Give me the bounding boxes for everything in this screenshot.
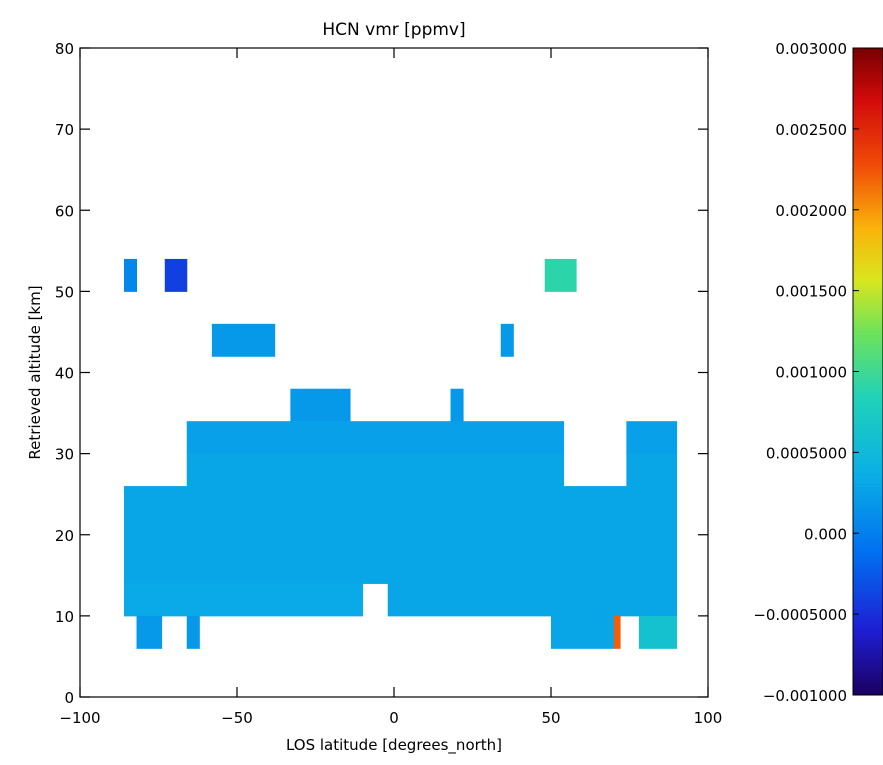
colorbar-tick-label: −0.001000 — [763, 687, 847, 705]
x-tick-label: 0 — [389, 709, 399, 727]
x-tick-label: −50 — [221, 709, 253, 727]
colorbar-tick-label: 0.001500 — [775, 283, 847, 301]
heatmap-cell — [211, 323, 276, 357]
x-tick-label: 50 — [541, 709, 560, 727]
heatmap-cell — [164, 258, 188, 292]
heatmap-cell — [613, 615, 621, 649]
y-tick-label: 0 — [64, 689, 74, 707]
heatmap-cell — [186, 453, 565, 487]
heatmap-cell — [123, 486, 678, 584]
y-tick-label: 10 — [55, 608, 74, 626]
y-tick-label: 20 — [55, 527, 74, 545]
heatmap-cell — [638, 615, 678, 649]
heatmap-cell — [186, 421, 351, 455]
y-tick-label: 70 — [55, 121, 74, 139]
y-axis-title: Retrieved altitude [km] — [26, 285, 44, 459]
y-tick-label: 30 — [55, 446, 74, 464]
x-tick-label: 100 — [694, 709, 723, 727]
heatmap-cell — [626, 421, 678, 455]
heatmap-cell — [626, 453, 678, 487]
colorbar-tick-label: 0.0005000 — [766, 444, 847, 462]
y-tick-label: 60 — [55, 202, 74, 220]
heatmap-cell — [450, 388, 464, 422]
heatmap-cell — [290, 388, 351, 422]
y-tick-label: 50 — [55, 283, 74, 301]
heatmap-cell — [136, 615, 163, 649]
colorbar-tick-label: −0.0005000 — [753, 606, 847, 624]
heatmap-cell — [350, 421, 464, 455]
x-axis-ticks: −100 −50 0 50 100 — [59, 48, 722, 727]
heatmap-cells — [123, 258, 678, 649]
x-tick-label: −100 — [59, 709, 100, 727]
y-tick-label: 80 — [55, 40, 74, 58]
heatmap-cell — [551, 615, 615, 649]
colorbar-tick-label: 0.001000 — [775, 364, 847, 382]
colorbar-tick-label: 0.000 — [804, 525, 847, 543]
y-tick-label: 40 — [55, 365, 74, 383]
y-axis-ticks: 0 10 20 30 40 50 60 70 80 — [55, 40, 708, 707]
heatmap-cell — [123, 583, 364, 617]
chart-title: HCN vmr [ppmv] — [322, 20, 465, 40]
heatmap-cell — [500, 323, 514, 357]
heatmap-cell — [123, 258, 138, 292]
colorbar-tick-label: 0.002500 — [775, 121, 847, 139]
x-axis-title: LOS latitude [degrees_north] — [286, 736, 502, 755]
colorbar-tick-label: 0.002000 — [775, 202, 847, 220]
heatmap-cell — [544, 258, 577, 292]
heatmap-cell — [186, 615, 200, 649]
heatmap-cell — [463, 421, 565, 455]
colorbar-tick-label: 0.003000 — [775, 40, 847, 58]
colorbar-ticks: 0.003000 0.002500 0.002000 0.001500 0.001000… — [753, 40, 859, 705]
heatmap-cell — [387, 583, 678, 617]
